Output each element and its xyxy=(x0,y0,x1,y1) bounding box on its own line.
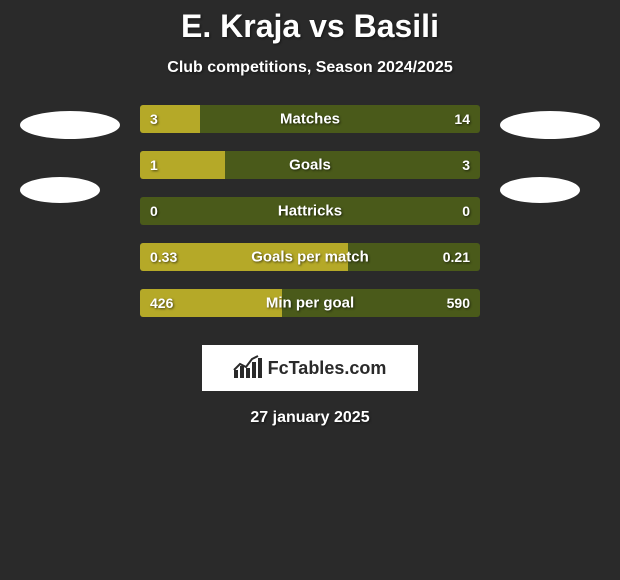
logo-chart-icon xyxy=(234,358,262,378)
stat-value-left: 3 xyxy=(150,111,158,127)
stat-row: 0 Hattricks 0 xyxy=(140,197,480,225)
stat-label: Min per goal xyxy=(266,295,354,312)
fctables-logo: FcTables.com xyxy=(202,345,418,391)
stat-label: Goals xyxy=(289,157,331,174)
stat-value-left: 426 xyxy=(150,295,173,311)
stat-fill xyxy=(140,105,200,133)
stat-label: Hattricks xyxy=(278,203,342,220)
left-avatar-column xyxy=(20,105,120,203)
right-avatar-column xyxy=(500,105,600,203)
stat-value-left: 1 xyxy=(150,157,158,173)
logo-text: FcTables.com xyxy=(268,358,387,379)
stat-value-left: 0 xyxy=(150,203,158,219)
stat-label: Matches xyxy=(280,111,340,128)
stat-row: 0.33 Goals per match 0.21 xyxy=(140,243,480,271)
stat-value-right: 14 xyxy=(454,111,470,127)
player-right-avatar xyxy=(500,111,600,139)
snapshot-date: 27 january 2025 xyxy=(0,409,620,427)
stat-value-right: 3 xyxy=(462,157,470,173)
comparison-content: 3 Matches 14 1 Goals 3 0 Hattricks 0 0.33 Goals pe… xyxy=(0,105,620,317)
stat-value-right: 0.21 xyxy=(443,249,470,265)
team-left-avatar xyxy=(20,177,100,203)
team-right-avatar xyxy=(500,177,580,203)
stat-row: 426 Min per goal 590 xyxy=(140,289,480,317)
page-title: E. Kraja vs Basili xyxy=(0,0,620,45)
stat-value-left: 0.33 xyxy=(150,249,177,265)
stat-label: Goals per match xyxy=(251,249,369,266)
stat-value-right: 590 xyxy=(447,295,470,311)
player-left-avatar xyxy=(20,111,120,139)
page-subtitle: Club competitions, Season 2024/2025 xyxy=(0,59,620,77)
stat-value-right: 0 xyxy=(462,203,470,219)
stat-bars: 3 Matches 14 1 Goals 3 0 Hattricks 0 0.33 Goals pe… xyxy=(140,105,480,317)
stat-row: 3 Matches 14 xyxy=(140,105,480,133)
stat-row: 1 Goals 3 xyxy=(140,151,480,179)
